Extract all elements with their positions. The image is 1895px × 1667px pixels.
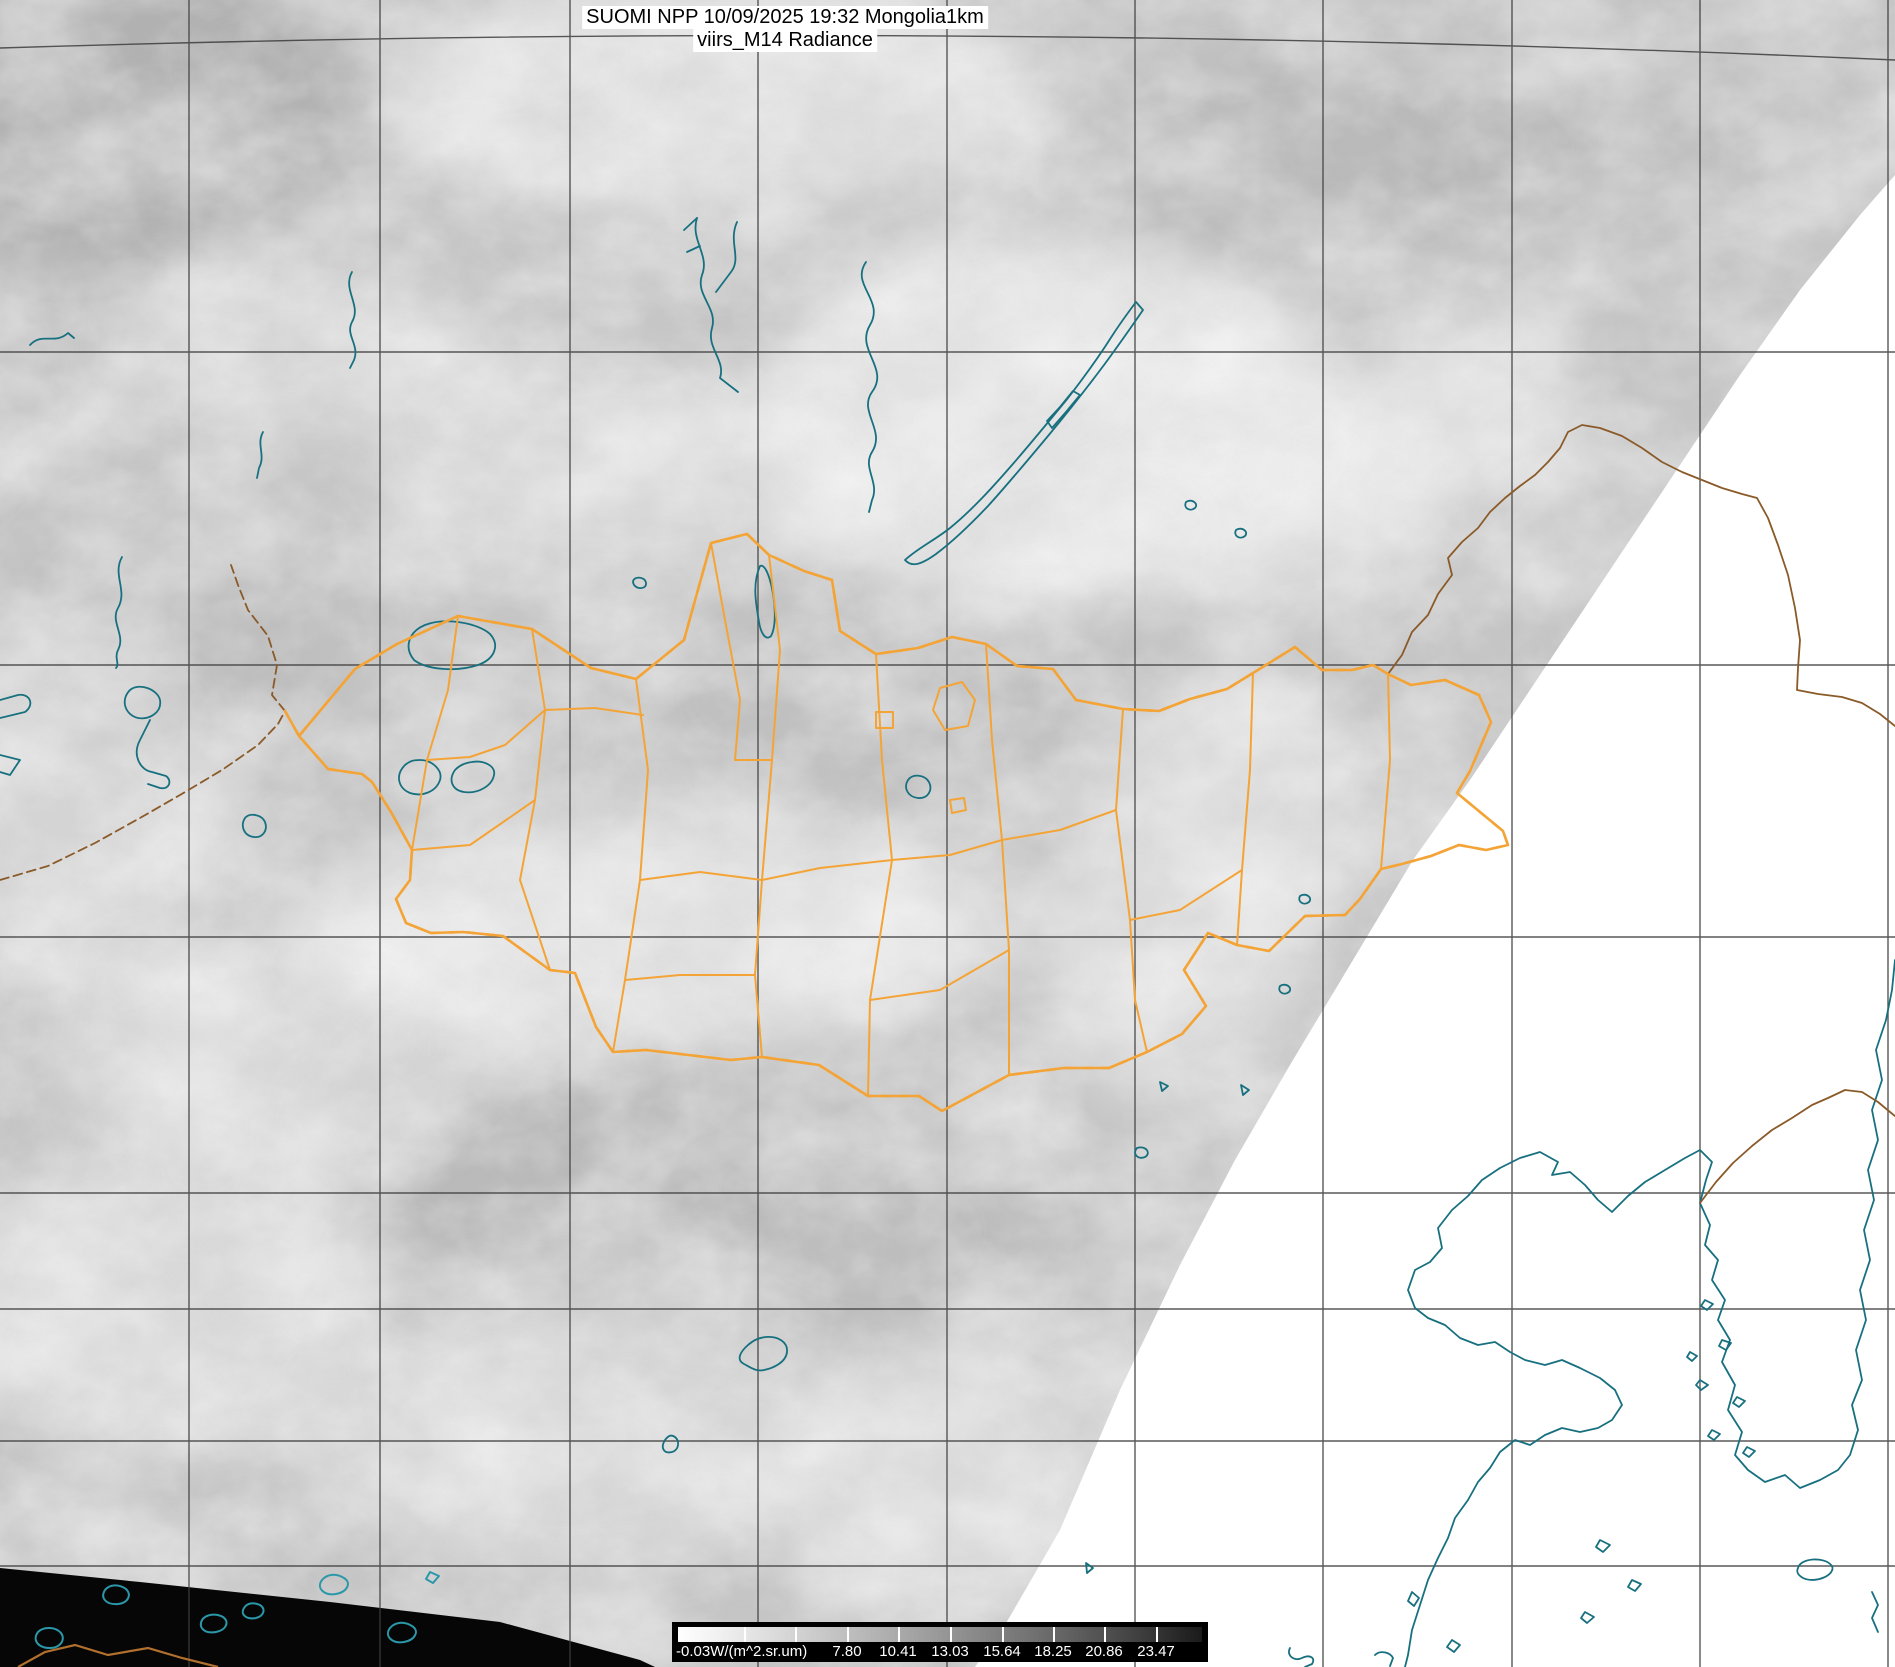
- colorbar-tick: [1002, 1627, 1004, 1642]
- title-line-2: viirs_M14 Radiance: [693, 29, 877, 52]
- colorbar-tick: [795, 1627, 797, 1642]
- colorbar-value-label: 18.25: [1034, 1643, 1072, 1660]
- border-argun-amur: [1387, 424, 1895, 727]
- radiance-colorbar: -0.03W/(m^2.sr.um) 7.80 10.41 13.03 15.6…: [672, 1622, 1208, 1662]
- colorbar-value-label: 7.80: [832, 1643, 862, 1660]
- lake-baikal: [904, 301, 1144, 566]
- colorbar-unit-label: -0.03W/(m^2.sr.um): [676, 1643, 808, 1660]
- no-data-white-region: [975, 175, 1895, 1667]
- lake-uvs: [407, 620, 496, 670]
- border-yalu-tumen: [1699, 1089, 1895, 1204]
- jeju-island: [1796, 1558, 1834, 1581]
- colorbar-value-label: 20.86: [1085, 1643, 1123, 1660]
- lake-qinghai: [738, 1336, 788, 1372]
- mongolia-aimag-borders: [411, 542, 1391, 1097]
- foreign-border-overlay: [0, 424, 1895, 1204]
- lake-khovsgol: [754, 564, 776, 639]
- colorbar-value-label: 10.41: [879, 1643, 917, 1660]
- river-northwest: [348, 271, 357, 369]
- colorbar-tick: [1053, 1627, 1055, 1642]
- night-border-himalaya: [17, 1643, 219, 1667]
- coastline-bohai-korea: [1288, 959, 1895, 1667]
- border-altai-west: [0, 710, 286, 881]
- lake-zaysan-area: [123, 685, 162, 720]
- title-line-1: SUOMI NPP 10/09/2025 19:32 Mongolia1km: [582, 6, 988, 29]
- river-lena-headwaters: [694, 217, 739, 393]
- olkhon-island: [1046, 390, 1081, 429]
- colorbar-tick: [950, 1627, 952, 1642]
- colorbar-tick: [744, 1627, 746, 1642]
- mongolia-national-border: [283, 532, 1510, 1113]
- image-title: SUOMI NPP 10/09/2025 19:32 Mongolia1km v…: [582, 6, 988, 52]
- colorbar-tick: [898, 1627, 900, 1642]
- night-black-region: [0, 1568, 655, 1667]
- coast-liaodong-koreabay: [1499, 959, 1895, 1489]
- colorbar-gradient: [678, 1627, 1202, 1642]
- colorbar-tick: [1156, 1627, 1158, 1642]
- colorbar-tick: [847, 1627, 849, 1642]
- colorbar-tick: [1104, 1627, 1106, 1642]
- colorbar-value-label: 13.03: [931, 1643, 969, 1660]
- colorbar-labels: -0.03W/(m^2.sr.um) 7.80 10.41 13.03 15.6…: [672, 1642, 1208, 1660]
- colorbar-value-label: 15.64: [983, 1643, 1021, 1660]
- coastline-lake-overlay: [0, 217, 1312, 1574]
- river-angara: [860, 261, 879, 513]
- night-lakes-tibet: [34, 1571, 440, 1649]
- colorbar-value-label: 23.47: [1137, 1643, 1175, 1660]
- coast-bohai-shandong: [1404, 1167, 1623, 1667]
